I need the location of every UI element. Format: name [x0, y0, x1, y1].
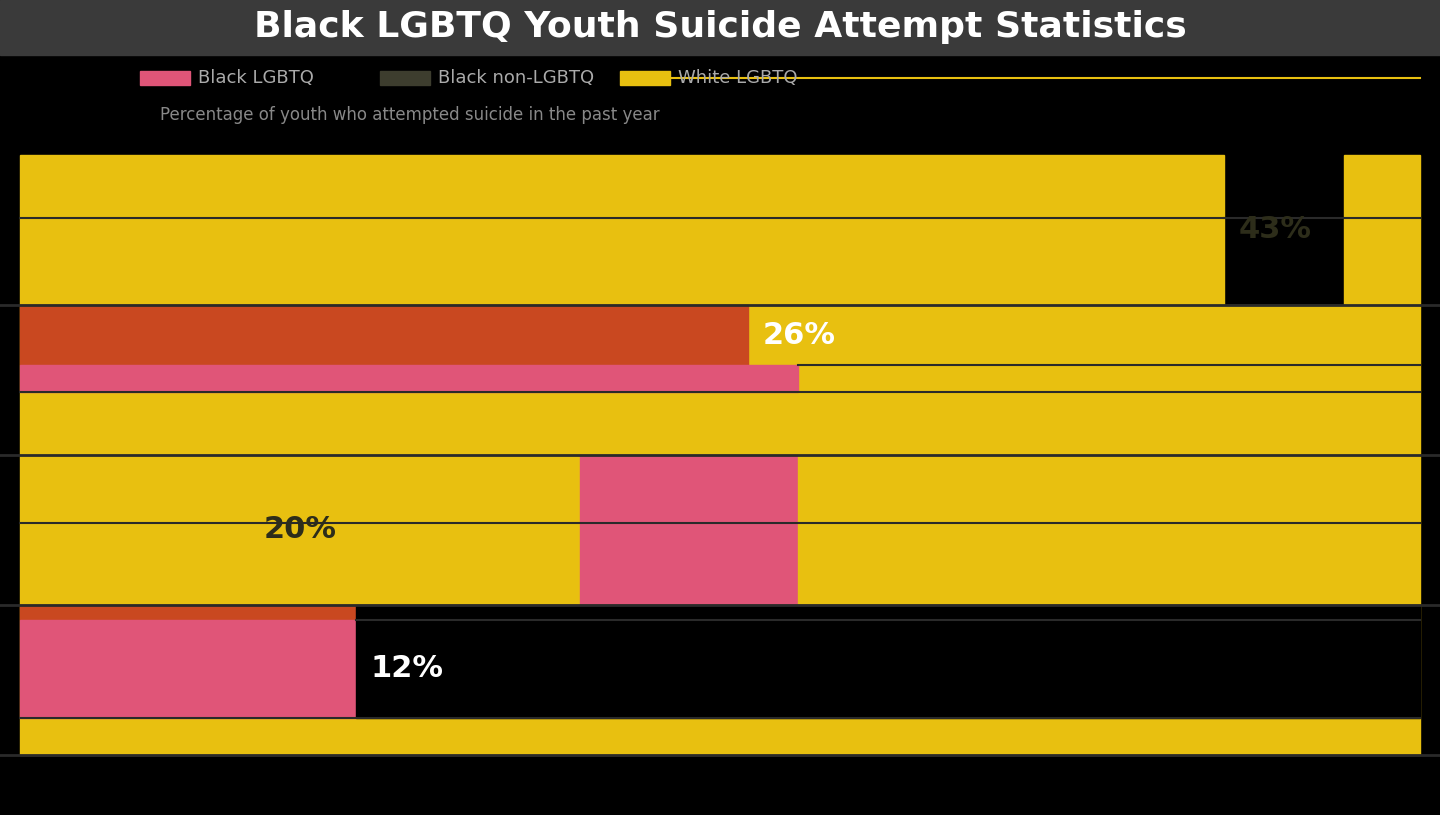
Text: Black LGBTQ Youth Suicide Attempt Statistics: Black LGBTQ Youth Suicide Attempt Statis… — [253, 11, 1187, 45]
Bar — [20, 155, 1224, 305]
Bar — [20, 455, 580, 605]
Bar — [0, 0, 1440, 55]
Bar — [20, 620, 356, 717]
Text: 26%: 26% — [763, 320, 837, 350]
Bar — [20, 605, 356, 620]
Bar — [798, 455, 1420, 605]
Bar — [20, 365, 798, 392]
Text: Black non-LGBTQ: Black non-LGBTQ — [438, 69, 595, 87]
Text: White LGBTQ: White LGBTQ — [678, 69, 798, 87]
Bar — [580, 455, 798, 605]
Bar — [20, 605, 1420, 755]
Bar — [356, 605, 1420, 717]
Bar — [20, 305, 1420, 455]
Bar — [621, 71, 670, 85]
Text: 20%: 20% — [264, 516, 337, 544]
Bar — [1344, 155, 1420, 305]
Text: Black LGBTQ: Black LGBTQ — [199, 69, 314, 87]
Bar — [20, 305, 747, 365]
Text: Percentage of youth who attempted suicide in the past year: Percentage of youth who attempted suicid… — [160, 106, 660, 124]
Text: 12%: 12% — [372, 654, 444, 683]
Text: 43%: 43% — [1238, 215, 1312, 244]
Bar — [140, 71, 190, 85]
Bar — [380, 71, 431, 85]
